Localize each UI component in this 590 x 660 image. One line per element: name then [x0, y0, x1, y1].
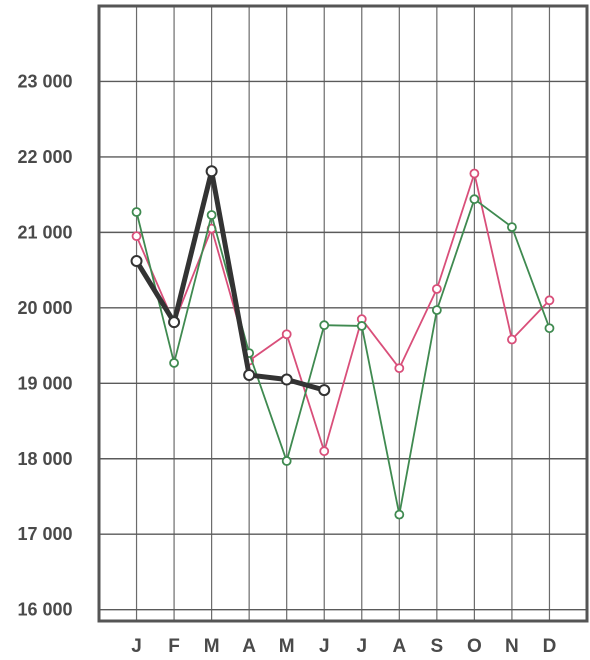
x-tick-label: J: [131, 636, 142, 657]
data-point: [206, 210, 217, 220]
data-point: [131, 231, 142, 242]
data-point: [469, 168, 480, 179]
x-tick-label: F: [168, 636, 180, 657]
x-tick-label: M: [279, 636, 295, 657]
data-point: [394, 509, 405, 520]
y-tick-label: 16 000: [17, 600, 72, 620]
series-1: [131, 168, 555, 457]
data-point: [507, 334, 517, 345]
data-point: [431, 284, 442, 294]
x-tick-label: A: [242, 636, 256, 657]
y-tick-label: 22 000: [17, 147, 72, 167]
plot-frame: [97, 4, 589, 623]
data-point: [544, 295, 555, 306]
x-tick-label: M: [204, 636, 220, 657]
data-point: [318, 384, 331, 397]
x-tick-label: O: [467, 636, 482, 657]
x-tick-label: J: [356, 636, 367, 657]
data-point: [507, 222, 517, 232]
data-point: [431, 305, 442, 316]
y-tick-label: 23 000: [17, 71, 72, 91]
x-tick-label: J: [319, 636, 330, 657]
data-point: [280, 373, 293, 386]
data-point: [281, 456, 292, 466]
data-point: [130, 255, 143, 268]
data-point: [243, 369, 256, 381]
y-tick-label: 20 000: [17, 298, 72, 318]
series-2: [131, 194, 555, 520]
y-tick-label: 18 000: [17, 449, 72, 469]
data-point: [394, 363, 405, 374]
data-point: [131, 207, 142, 217]
x-tick-label: N: [505, 636, 519, 657]
data-point: [169, 358, 179, 368]
x-tick-label: D: [543, 636, 557, 657]
grid: [97, 4, 589, 623]
series-lines: [130, 165, 555, 520]
y-tick-label: 19 000: [17, 373, 72, 393]
series-line: [135, 198, 551, 516]
y-tick-label: 17 000: [17, 524, 72, 544]
data-point: [319, 320, 330, 331]
data-point: [168, 316, 181, 329]
x-tick-label: S: [431, 636, 444, 657]
data-point: [469, 194, 480, 205]
data-point: [319, 446, 330, 457]
data-point: [205, 165, 218, 178]
x-tick-label: A: [392, 636, 406, 657]
data-point: [281, 329, 292, 340]
series-3: [130, 165, 331, 397]
y-axis-tick-labels: 16 000 17 000 18 000 19 000 20 000 21 000 22 0…: [17, 71, 72, 619]
series-line: [135, 172, 551, 453]
data-point: [356, 321, 367, 331]
y-tick-label: 21 000: [17, 222, 72, 242]
series-line: [134, 168, 327, 393]
data-point: [544, 323, 555, 334]
